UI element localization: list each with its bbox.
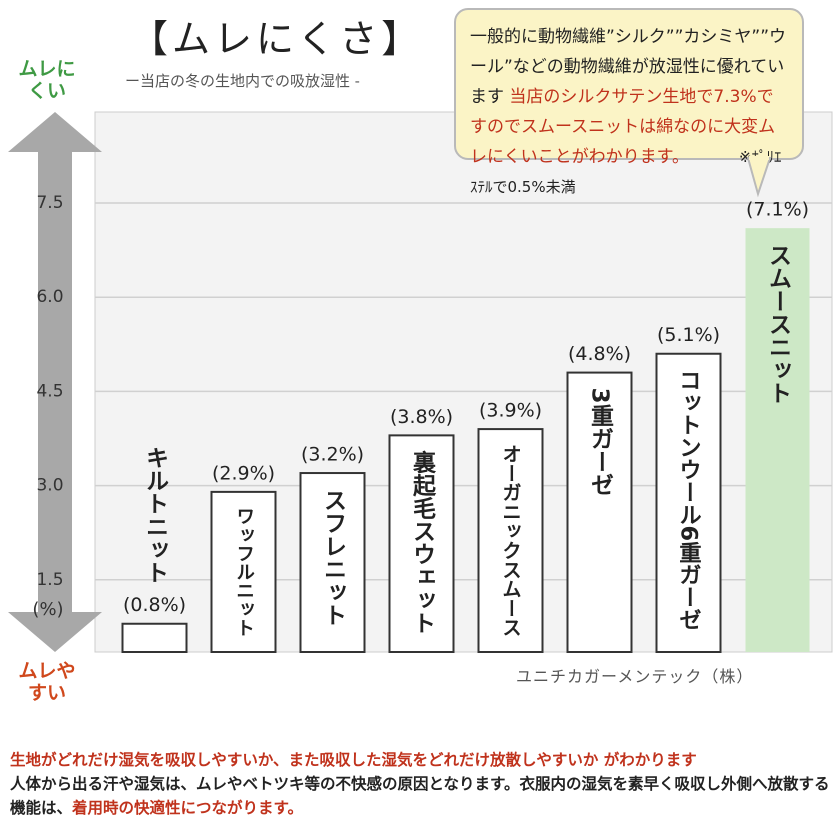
bar — [566, 371, 633, 653]
category-label: コットンウール6重ガーゼ — [676, 369, 702, 631]
credit: ユニチカガーメンテック（株） — [516, 667, 754, 686]
arrow-top-label: ムレにくい — [18, 58, 76, 102]
value-label: (5.1%) — [657, 324, 720, 346]
category-label: オーガニックスムース — [499, 444, 522, 637]
value-label: (2.9%) — [212, 462, 275, 484]
bar — [210, 490, 277, 653]
callout-highlight: 当店のシルクサテン生地で7.3%ですのでスムースニットは綿なのに大変ムレにくいこ… — [470, 87, 776, 167]
category-label: ワッフルニット — [233, 507, 254, 637]
value-label: (4.8%) — [568, 343, 631, 365]
arrow-bottom-label: ムレやすい — [18, 660, 76, 704]
category-label: 裏起毛スウェット — [409, 450, 438, 635]
value-label: (3.8%) — [390, 406, 453, 428]
footer-text: 人体から出る汗や湿気は、ムレやベトツキ等の不快感の原因となります。衣服内の湿気を… — [10, 775, 830, 817]
y-tick-label: 7.5 — [36, 193, 63, 213]
bar — [121, 622, 188, 654]
category-label: キルトニット — [142, 446, 169, 584]
bar — [299, 472, 366, 653]
y-axis-label: (%) — [32, 599, 63, 620]
callout-text: 一般的に動物繊維”シルク””カシミヤ””ウール”などの動物繊維が放湿性に優れてい… — [470, 27, 787, 107]
value-label: (0.8%) — [123, 594, 186, 616]
bar — [745, 228, 810, 653]
bar — [388, 434, 455, 654]
y-tick-label: 4.5 — [36, 381, 63, 401]
callout: 一般的に動物繊維”シルク””カシミヤ””ウール”などの動物繊維が放湿性に優れてい… — [454, 8, 804, 196]
y-tick-label: 6.0 — [36, 287, 63, 307]
category-label: 3重ガーゼ — [587, 388, 615, 496]
bar — [477, 428, 544, 653]
footer-highlight: 着用時の快適性につながります。 — [72, 799, 303, 817]
subtitle: ー当店の冬の生地内での吸放湿性 - — [125, 72, 360, 90]
footer-lead: 生地がどれだけ湿気を吸収しやすいか、また吸収した湿気をどれだけ放散しやすいか が… — [10, 751, 697, 769]
value-label: (7.1%) — [746, 199, 809, 221]
y-tick-label: 1.5 — [36, 570, 63, 590]
bar — [655, 352, 722, 653]
title: 【ムレにくさ】 — [130, 17, 424, 61]
arrow — [8, 112, 102, 652]
footer: 生地がどれだけ湿気を吸収しやすいか、また吸収した湿気をどれだけ放散しやすいか が… — [10, 748, 835, 820]
category-label: スフレニット — [320, 488, 347, 626]
value-label: (3.9%) — [479, 400, 542, 422]
category-label: スムースニット — [765, 243, 792, 404]
y-tick-label: 3.0 — [36, 476, 63, 496]
value-label: (3.2%) — [301, 444, 364, 466]
